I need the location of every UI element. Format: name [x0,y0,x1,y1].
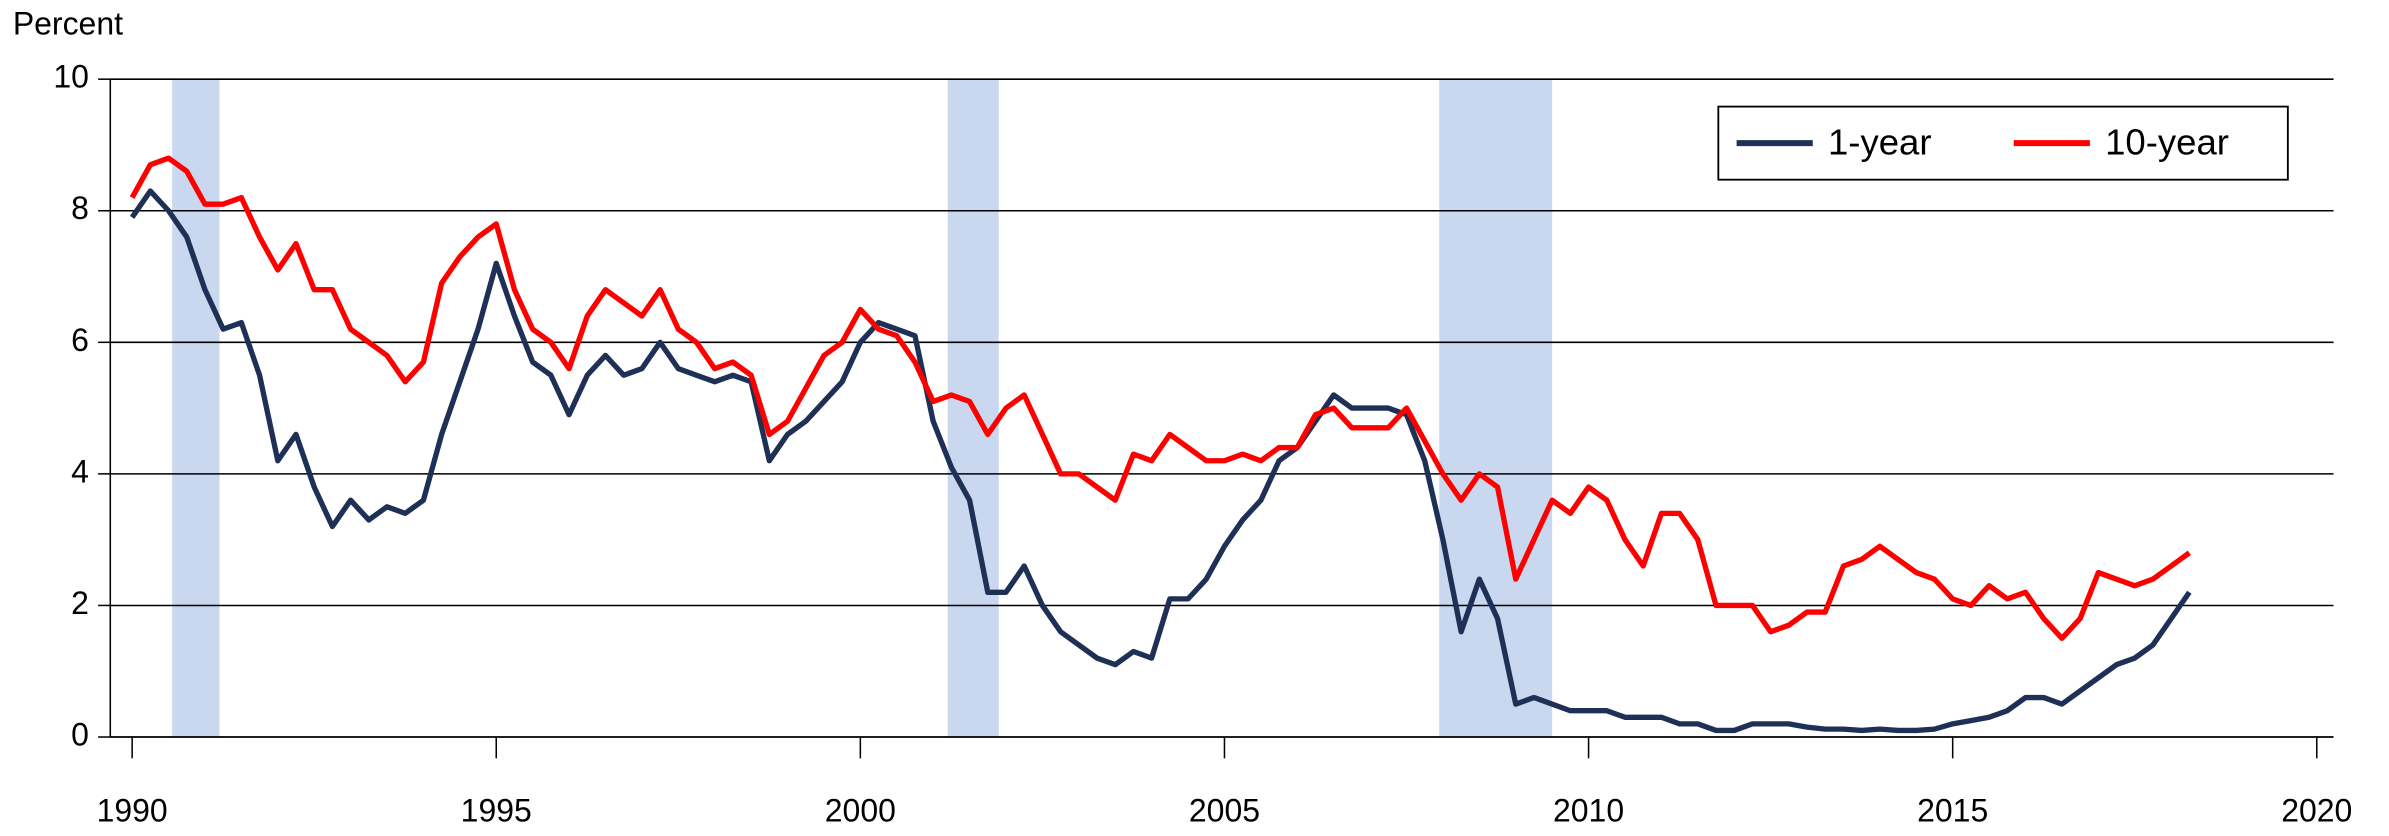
legend-label: 10-year [2105,121,2229,162]
recession-shade [1439,79,1553,738]
y-tick-label: 6 [71,322,89,358]
x-tick-label: 1995 [461,793,532,829]
x-tick-label: 2020 [2281,793,2352,829]
x-tick-label: 2015 [1917,793,1988,829]
legend-box [1717,105,2289,181]
series-line [129,155,2191,642]
recession-shade [172,79,220,738]
y-tick-label: 8 [71,190,89,226]
y-tick-label: 0 [71,716,89,752]
x-tick-label: 2005 [1189,793,1260,829]
y-axis-label: Percent [13,5,123,41]
x-tick-label: 2000 [825,793,896,829]
y-tick-label: 2 [71,585,89,621]
y-tick-label: 4 [71,453,89,489]
x-tick-label: 1990 [97,793,168,829]
x-tick-label: 2010 [1553,793,1624,829]
series-line [129,188,2192,734]
y-tick-label: 10 [53,59,89,95]
legend-label: 1-year [1828,121,1932,162]
